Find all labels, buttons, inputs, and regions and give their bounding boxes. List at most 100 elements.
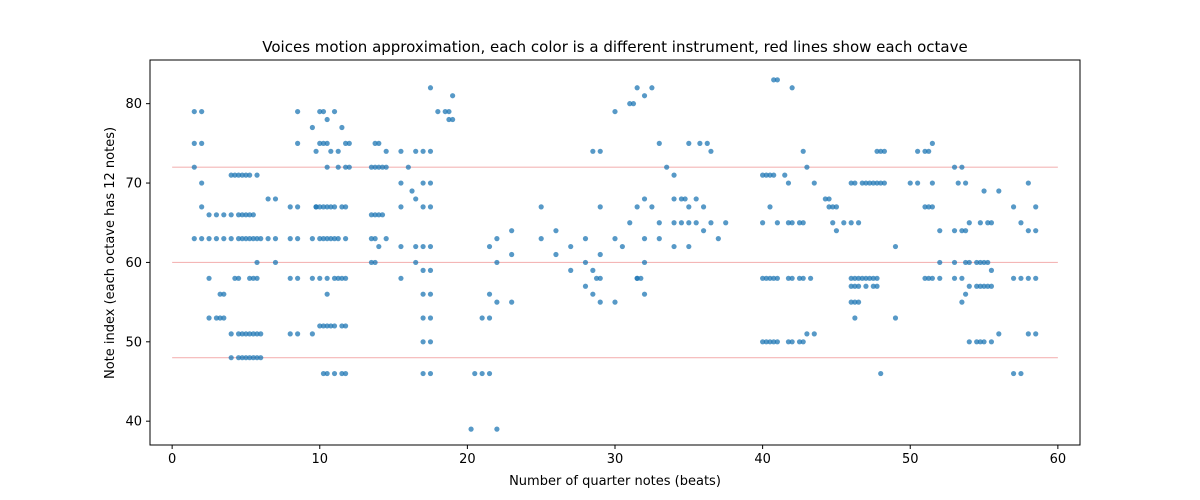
data-point [841, 220, 847, 226]
data-point [597, 275, 603, 281]
data-point [342, 275, 349, 281]
data-point [649, 85, 655, 91]
data-point [191, 236, 197, 242]
data-point [693, 196, 699, 202]
data-point [331, 370, 338, 377]
data-point [254, 236, 260, 242]
data-point [789, 220, 795, 226]
data-point [265, 196, 271, 202]
data-point [767, 339, 773, 345]
data-point [627, 220, 633, 226]
data-point [988, 339, 995, 345]
data-point [988, 267, 995, 273]
data-point [191, 108, 197, 115]
data-point [320, 370, 327, 377]
data-point [317, 323, 323, 329]
y-tick-label: 60 [125, 256, 142, 271]
data-point [656, 236, 662, 242]
data-point [420, 243, 426, 250]
data-point [339, 370, 345, 377]
data-point [582, 259, 589, 266]
data-point [335, 148, 341, 154]
data-point [830, 220, 836, 226]
data-point [708, 220, 714, 226]
data-point [247, 212, 253, 218]
data-point [199, 140, 205, 146]
data-point [320, 108, 327, 115]
data-point [468, 426, 474, 432]
data-point [1018, 275, 1024, 281]
data-point [597, 204, 603, 210]
data-point [771, 339, 777, 345]
data-point [981, 259, 987, 266]
data-point [937, 275, 943, 281]
data-point [509, 251, 515, 258]
octave-lines [172, 166, 1058, 359]
data-point [317, 275, 323, 281]
data-point [287, 236, 293, 242]
data-point [254, 275, 260, 281]
data-point [962, 291, 969, 297]
data-point [427, 339, 434, 345]
y-tick-label: 70 [125, 177, 142, 192]
data-point [855, 220, 862, 226]
data-point [494, 259, 500, 266]
data-point [974, 259, 980, 266]
data-point [239, 172, 245, 178]
data-point [372, 140, 378, 146]
data-point [700, 204, 707, 210]
data-point [804, 164, 810, 170]
data-point [763, 172, 769, 178]
data-point [368, 212, 375, 218]
data-point [634, 275, 640, 281]
data-point [254, 172, 260, 178]
data-point [272, 259, 279, 266]
data-point [243, 172, 249, 178]
data-point [342, 204, 349, 210]
data-point [767, 204, 773, 210]
data-point [247, 236, 253, 242]
x-tick-label: 50 [902, 452, 919, 467]
data-point [951, 275, 958, 281]
data-point [427, 204, 434, 210]
data-point [771, 77, 777, 83]
data-point [295, 236, 301, 242]
data-point [686, 243, 692, 250]
data-point [915, 148, 921, 154]
data-point [1010, 275, 1017, 281]
data-point [243, 236, 249, 242]
data-point [929, 275, 935, 281]
data-point [309, 331, 315, 337]
data-point [929, 140, 935, 146]
data-point [376, 164, 382, 170]
data-point [966, 220, 972, 226]
data-point [427, 180, 434, 186]
data-point [771, 172, 777, 178]
data-point [398, 148, 404, 154]
data-point [228, 331, 234, 337]
data-point [413, 243, 419, 250]
data-point [486, 370, 493, 377]
data-point [376, 212, 382, 218]
data-point [372, 236, 378, 242]
data-point [494, 236, 500, 242]
data-point [915, 180, 921, 186]
y-axis-ticks: 40 50 60 70 80 [125, 97, 150, 430]
data-point [800, 148, 806, 154]
data-point [962, 259, 969, 266]
data-point [199, 204, 205, 210]
data-point [324, 116, 330, 123]
data-point [235, 355, 242, 361]
data-point [796, 220, 803, 226]
data-point [852, 275, 858, 281]
data-point [317, 236, 323, 242]
data-point [1033, 331, 1039, 337]
data-point [929, 180, 935, 186]
data-point [328, 148, 334, 154]
data-point [376, 243, 382, 250]
data-point [372, 259, 378, 266]
data-point [863, 275, 869, 281]
data-point [317, 204, 323, 210]
data-point [671, 172, 677, 178]
